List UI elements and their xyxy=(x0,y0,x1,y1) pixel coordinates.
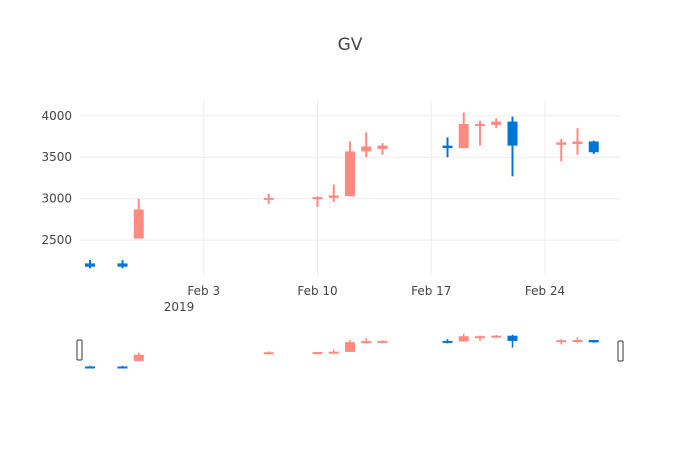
slider-candle-body xyxy=(475,336,485,339)
slider-candle-body xyxy=(312,352,323,355)
slider-candle-body xyxy=(117,366,128,369)
slider-candle-body xyxy=(556,340,567,343)
candle-body-decreasing xyxy=(491,121,502,125)
x-tick-label: Feb 24 xyxy=(525,284,565,298)
y-tick-label: 2500 xyxy=(41,233,72,247)
slider-candle-body xyxy=(572,340,583,343)
candle-body-increasing xyxy=(85,263,95,267)
candle-body-decreasing xyxy=(361,146,372,152)
slider-candle-body xyxy=(133,354,144,362)
candle-body-increasing xyxy=(442,145,453,149)
candle-body-decreasing xyxy=(458,124,469,149)
y-tick-label: 3000 xyxy=(41,192,72,206)
candle-body-decreasing xyxy=(475,124,485,127)
slider-candle-body xyxy=(588,340,599,343)
candle-body-decreasing xyxy=(556,142,567,145)
range-slider-left-handle[interactable] xyxy=(76,339,83,361)
chart-title: GV xyxy=(338,35,363,55)
candle-body-decreasing xyxy=(377,145,388,149)
slider-candle-body xyxy=(85,366,95,369)
candle-body-decreasing xyxy=(312,197,323,200)
slider-candle-body xyxy=(361,341,372,344)
candle-body-increasing xyxy=(588,141,599,153)
x-axis-year-label: 2019 xyxy=(164,300,195,314)
slider-candle-body xyxy=(377,340,388,343)
range-slider[interactable] xyxy=(76,333,624,369)
candle-body-decreasing xyxy=(263,197,274,200)
candle-body-decreasing xyxy=(328,195,339,198)
candles xyxy=(85,112,599,269)
slider-candle-body xyxy=(263,352,274,355)
slider-candle-body xyxy=(345,342,355,352)
candle-body-decreasing xyxy=(345,151,355,197)
slider-candle-body xyxy=(458,336,469,342)
candle-body-increasing xyxy=(117,263,128,267)
slider-candle-body xyxy=(507,335,518,341)
slider-candle-body xyxy=(442,340,453,343)
y-tick-label: 4000 xyxy=(41,109,72,123)
y-axis-ticks: 2500 3000 3500 4000 xyxy=(41,109,72,247)
candle-body-decreasing xyxy=(133,209,144,239)
x-axis-ticks: Feb 3 Feb 10 Feb 17 Feb 24 xyxy=(187,284,565,298)
candle-body-increasing xyxy=(507,121,518,146)
y-tick-label: 3500 xyxy=(41,150,72,164)
range-slider-right-handle[interactable] xyxy=(617,340,624,362)
slider-candle-body xyxy=(491,335,502,338)
candle-body-decreasing xyxy=(572,141,583,144)
x-tick-label: Feb 10 xyxy=(297,284,337,298)
slider-candle-body xyxy=(328,351,339,354)
x-tick-label: Feb 17 xyxy=(411,284,451,298)
x-tick-label: Feb 3 xyxy=(187,284,220,298)
